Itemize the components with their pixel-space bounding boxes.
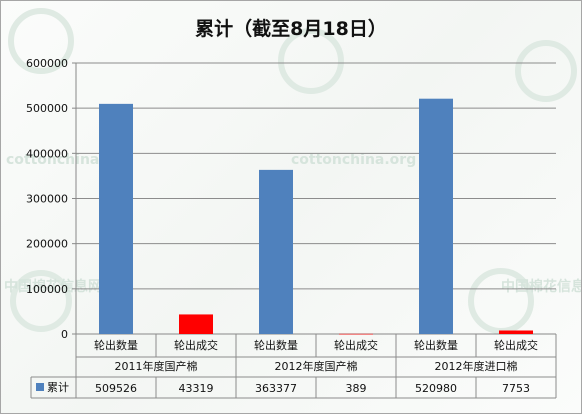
- bar: [179, 314, 213, 334]
- category-table: 轮出数量 轮出成交 轮出数量 轮出成交 轮出数量 轮出成交 2011年度国产棉 2012年度国…: [30, 334, 557, 399]
- data-table-value: 520980: [415, 382, 457, 395]
- legend-swatch: [36, 383, 44, 391]
- legend-label: 累计: [47, 381, 69, 394]
- x-category-label: 轮出数量: [414, 338, 458, 352]
- bar: [419, 98, 453, 334]
- bar: [99, 103, 133, 334]
- data-table-value: 509526: [95, 382, 137, 395]
- data-table-value: 43319: [179, 382, 214, 395]
- watermark-text: 中国棉花信息网: [501, 278, 581, 295]
- y-tick-label: 400000: [26, 147, 68, 160]
- bar: [339, 333, 373, 335]
- grid-lines: [76, 62, 556, 335]
- watermark-text: 中国棉花信息网: [4, 278, 102, 295]
- y-tick-label: 500000: [26, 102, 68, 115]
- y-tick-label: 100000: [26, 283, 68, 296]
- x-group-label: 2012年度进口棉: [435, 359, 518, 373]
- bar: [259, 169, 293, 334]
- data-table-value: 389: [346, 382, 367, 395]
- y-tick-label: 200000: [26, 238, 68, 251]
- watermark-text: cottonchina.org: [291, 152, 416, 168]
- y-tick-label: 600000: [26, 57, 68, 70]
- bars: [99, 98, 533, 335]
- x-category-label: 轮出数量: [94, 338, 138, 352]
- data-table-value: 7753: [502, 382, 530, 395]
- x-category-label: 轮出成交: [334, 338, 378, 352]
- y-axis: 0 100000 200000 300000 400000 500000 600000: [26, 57, 77, 341]
- x-group-label: 2011年度国产棉: [115, 359, 198, 373]
- data-table-value: 363377: [255, 382, 297, 395]
- watermark-decoration: [8, 8, 577, 334]
- bar: [499, 330, 533, 334]
- chart-title: 累计（截至8月18日）: [195, 17, 387, 40]
- x-category-label: 轮出成交: [174, 338, 218, 352]
- y-tick-label: 300000: [26, 193, 68, 206]
- x-category-label: 轮出成交: [494, 338, 538, 352]
- y-tick-label: 0: [61, 328, 68, 341]
- x-category-label: 轮出数量: [254, 338, 298, 352]
- x-group-label: 2012年度国产棉: [275, 359, 358, 373]
